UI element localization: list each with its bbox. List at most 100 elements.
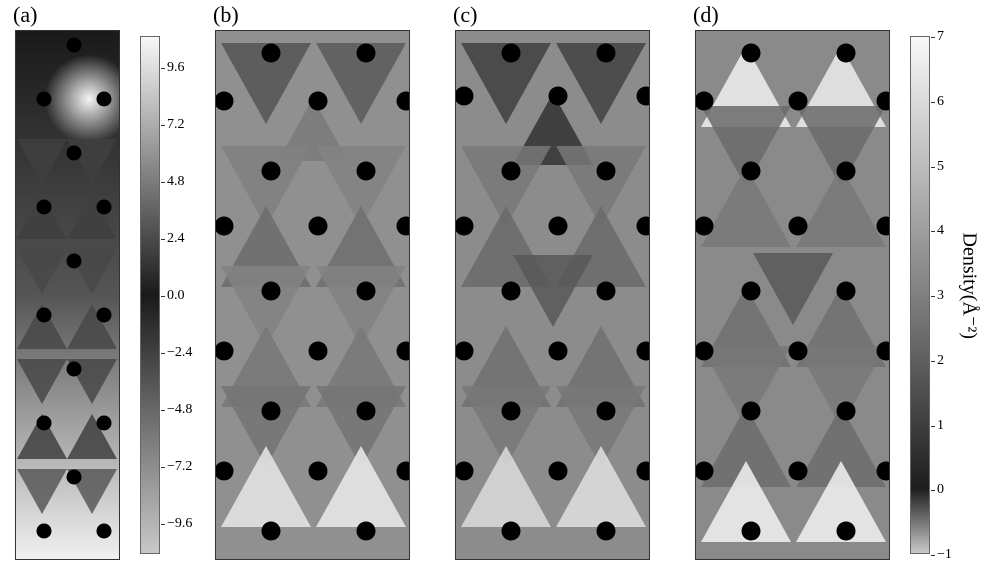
colorbar-tick: 5 — [937, 159, 944, 175]
panel-label-b: (b) — [213, 2, 239, 28]
atom-dot — [597, 162, 616, 181]
colorbar-tick-line — [161, 68, 165, 69]
atom-dot — [742, 402, 761, 421]
colorbar-tick-line — [931, 102, 935, 103]
atom-dot — [262, 44, 281, 63]
colorbar-tick-line — [161, 353, 165, 354]
atom-dot — [37, 92, 52, 107]
colorbar-tick: 6 — [937, 94, 944, 110]
colorbar-tick-line — [161, 125, 165, 126]
atom-dot — [502, 282, 521, 301]
atom-dot — [877, 342, 891, 361]
atom-dot — [37, 308, 52, 323]
colorbar-tick-line — [161, 524, 165, 525]
atom-dot — [789, 342, 808, 361]
density-lobe — [17, 469, 67, 514]
density-map-c — [455, 30, 650, 560]
density-lobe — [513, 255, 593, 327]
atom-dot — [37, 200, 52, 215]
colorbar-tick: 3 — [937, 288, 944, 304]
atom-dot — [309, 92, 328, 111]
atom-dot — [455, 87, 474, 106]
colorbar-cb-a: 9.67.24.82.40.0−2.4−4.8−7.2−9.6 — [140, 36, 160, 554]
atom-dot — [97, 416, 112, 431]
atom-dot — [695, 342, 714, 361]
panel-label-d: (d) — [693, 2, 719, 28]
colorbar-tick: 1 — [937, 418, 944, 434]
colorbar-tick-line — [931, 231, 935, 232]
atom-dot — [637, 342, 651, 361]
colorbar-tick: 2.4 — [167, 231, 185, 247]
atom-dot — [837, 162, 856, 181]
colorbar-tick: −9.6 — [167, 516, 192, 532]
colorbar-tick-line — [931, 37, 935, 38]
atom-dot — [742, 522, 761, 541]
atom-dot — [597, 402, 616, 421]
colorbar-cb-d: 76543210−1 — [910, 36, 930, 554]
colorbar-tick-line — [931, 426, 935, 427]
atom-dot — [397, 462, 411, 481]
colorbar-gradient — [911, 37, 929, 553]
colorbar-tick: 7 — [937, 29, 944, 45]
atom-dot — [215, 92, 234, 111]
colorbar-tick: −7.2 — [167, 459, 192, 475]
atom-dot — [597, 282, 616, 301]
atom-dot — [67, 254, 82, 269]
colorbar-tick: 4 — [937, 223, 944, 239]
atom-dot — [215, 217, 234, 236]
colorbar-tick-line — [161, 182, 165, 183]
atom-dot — [455, 462, 474, 481]
atom-dot — [502, 522, 521, 541]
colorbar-tick-line — [161, 410, 165, 411]
atom-dot — [309, 217, 328, 236]
density-lobe — [67, 194, 117, 239]
atom-dot — [695, 462, 714, 481]
atom-dot — [397, 217, 411, 236]
colorbar-tick: 7.2 — [167, 117, 185, 133]
atom-dot — [309, 462, 328, 481]
density-lobe — [221, 446, 311, 527]
atom-dot — [549, 462, 568, 481]
atom-dot — [215, 462, 234, 481]
atom-dot — [97, 308, 112, 323]
atom-dot — [742, 44, 761, 63]
atom-dot — [397, 92, 411, 111]
atom-dot — [262, 162, 281, 181]
atom-dot — [397, 342, 411, 361]
colorbar-tick-line — [931, 167, 935, 168]
atom-dot — [695, 217, 714, 236]
atom-dot — [837, 282, 856, 301]
colorbar-tick-line — [931, 296, 935, 297]
atom-dot — [502, 402, 521, 421]
atom-dot — [877, 462, 891, 481]
colorbar-tick: −1 — [937, 547, 952, 563]
atom-dot — [97, 524, 112, 539]
density-lobe — [316, 446, 406, 527]
colorbar-tick-line — [161, 239, 165, 240]
colorbar-tick: 0.0 — [167, 288, 185, 304]
atom-dot — [357, 522, 376, 541]
atom-dot — [549, 87, 568, 106]
colorbar-tick: −2.4 — [167, 345, 192, 361]
atom-dot — [67, 362, 82, 377]
atom-dot — [502, 44, 521, 63]
atom-dot — [597, 44, 616, 63]
atom-dot — [597, 522, 616, 541]
atom-dot — [837, 402, 856, 421]
atom-dot — [742, 282, 761, 301]
atom-dot — [789, 462, 808, 481]
atom-dot — [262, 522, 281, 541]
atom-dot — [37, 416, 52, 431]
density-lobe — [461, 446, 551, 527]
atom-dot — [357, 402, 376, 421]
atom-dot — [357, 282, 376, 301]
density-map-b — [215, 30, 410, 560]
colorbar-gradient — [141, 37, 159, 553]
atom-dot — [37, 524, 52, 539]
density-map-d — [695, 30, 890, 560]
atom-dot — [357, 44, 376, 63]
atom-dot — [455, 342, 474, 361]
atom-dot — [455, 217, 474, 236]
colorbar-axis-label: Density(Å⁻²) — [958, 233, 983, 340]
atom-dot — [837, 44, 856, 63]
